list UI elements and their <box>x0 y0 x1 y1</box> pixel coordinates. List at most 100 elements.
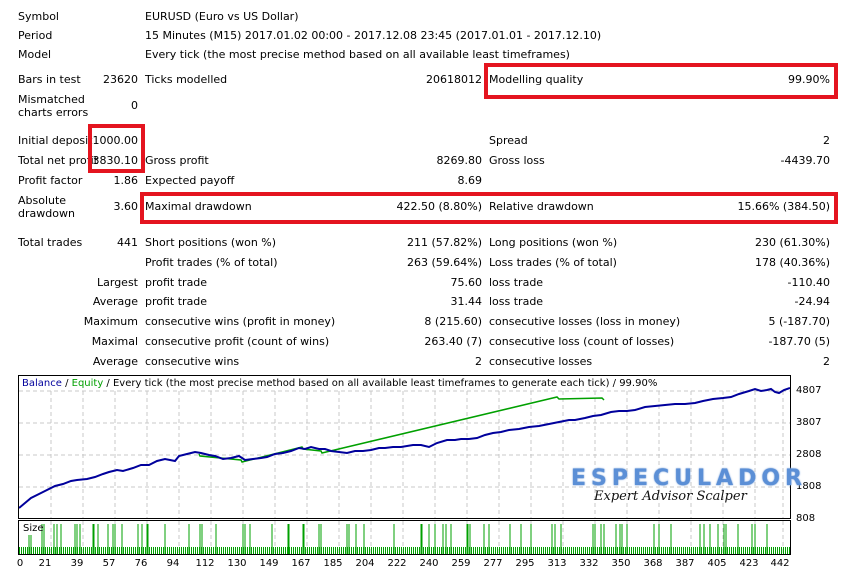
period-label: Period <box>18 29 53 42</box>
profit-factor-value: 1.86 <box>113 174 139 187</box>
spread-label: Spread <box>489 134 528 147</box>
absolute-drawdown-label-line2: drawdown <box>18 207 75 220</box>
largest-prefix: Largest <box>97 276 138 289</box>
initial-deposit-label: Initial deposit <box>18 134 93 147</box>
x-tick-label: 222 <box>387 558 407 569</box>
maximum-prefix: Maximum <box>83 315 138 328</box>
maximum-profit-value: 8 (215.60) <box>424 315 482 328</box>
x-tick-label: 332 <box>579 558 599 569</box>
maximal-profit-label: consecutive profit (count of wins) <box>145 335 330 348</box>
y-tick-label: 1808 <box>796 481 822 492</box>
y-tick-label: 3807 <box>796 417 822 428</box>
x-tick-label: 442 <box>770 558 790 569</box>
mismatched-label-line1: Mismatched <box>18 93 85 106</box>
maximal-prefix: Maximal <box>91 335 138 348</box>
symbol-label: Symbol <box>18 10 59 23</box>
average-consec-losses-label: consecutive losses <box>489 355 593 368</box>
total-trades-value: 441 <box>117 236 138 249</box>
logo-title: ESPECULADOR <box>571 466 807 491</box>
mismatched-value: 0 <box>131 99 138 112</box>
maximum-profit-label: consecutive wins (profit in money) <box>145 315 336 328</box>
x-tick-label: 240 <box>419 558 439 569</box>
loss-trades-value: 178 (40.36%) <box>754 256 830 269</box>
maximal-profit-value: 263.40 (7) <box>424 335 482 348</box>
profit-factor-label: Profit factor <box>18 174 83 187</box>
long-positions-label: Long positions (won %) <box>489 236 618 249</box>
average-consec-wins-value: 2 <box>475 355 482 368</box>
model-value: Every tick (the most precise method base… <box>145 48 570 61</box>
modelling-quality-label: Modelling quality <box>489 73 584 86</box>
relative-drawdown-label: Relative drawdown <box>489 200 594 213</box>
x-tick-label: 94 <box>166 558 180 569</box>
average-prefix: Average <box>92 295 138 308</box>
absolute-drawdown-label-line1: Absolute <box>18 194 67 207</box>
long-positions-value: 230 (61.30%) <box>754 236 830 249</box>
average-loss-value: -24.94 <box>794 295 830 308</box>
largest-profit-value: 75.60 <box>450 276 483 289</box>
short-positions-value: 211 (57.82%) <box>406 236 482 249</box>
x-tick-label: 185 <box>323 558 343 569</box>
expected-payoff-value: 8.69 <box>457 174 483 187</box>
x-tick-label: 39 <box>70 558 84 569</box>
average-profit-value: 31.44 <box>450 295 483 308</box>
model-label: Model <box>18 48 52 61</box>
symbol-value: EURUSD (Euro vs US Dollar) <box>145 10 299 23</box>
total-trades-label: Total trades <box>18 236 83 249</box>
average-loss-label: loss trade <box>489 295 544 308</box>
total-net-profit-value: 3830.10 <box>92 154 139 167</box>
y-tick-label: 4807 <box>796 385 822 396</box>
spread-value: 2 <box>823 134 830 147</box>
balance-chart: Balance / Equity / Every tick (the most … <box>18 375 791 519</box>
bars-in-test-value: 23620 <box>103 73 138 86</box>
largest-loss-label: loss trade <box>489 276 544 289</box>
size-chart: Size <box>18 520 791 555</box>
absolute-drawdown-value: 3.60 <box>113 200 139 213</box>
x-tick-label: 149 <box>259 558 279 569</box>
x-tick-label: 405 <box>707 558 727 569</box>
x-tick-label: 350 <box>611 558 631 569</box>
balance-line <box>19 387 790 509</box>
total-net-profit-label: Total net profit <box>18 154 98 167</box>
x-tick-label: 21 <box>38 558 52 569</box>
maximal-drawdown-value: 422.50 (8.80%) <box>396 200 482 213</box>
x-tick-label: 277 <box>483 558 503 569</box>
y-tick-label: 808 <box>796 513 816 524</box>
profit-trades-value: 263 (59.64%) <box>406 256 482 269</box>
x-tick-label: 0 <box>16 558 24 569</box>
size-base-bars <box>19 521 790 554</box>
size-label: Size <box>23 523 44 534</box>
largest-loss-value: -110.40 <box>787 276 830 289</box>
legend-separator: / <box>61 378 72 389</box>
maximal-drawdown-label: Maximal drawdown <box>145 200 252 213</box>
logo-subtitle: Expert Advisor Scalper <box>594 489 747 504</box>
largest-profit-label: profit trade <box>145 276 208 289</box>
x-tick-label: 259 <box>451 558 471 569</box>
ticks-modelled-value: 20618012 <box>426 73 482 86</box>
x-tick-label: 130 <box>227 558 247 569</box>
x-tick-label: 313 <box>547 558 567 569</box>
mismatched-label-line2: charts errors <box>18 106 89 119</box>
period-value: 15 Minutes (M15) 2017.01.02 00:00 - 2017… <box>145 29 602 42</box>
gross-profit-label: Gross profit <box>145 154 209 167</box>
maximum-loss-label: consecutive losses (loss in money) <box>489 315 681 328</box>
x-tick-label: 204 <box>355 558 375 569</box>
ticks-modelled-label: Ticks modelled <box>145 73 228 86</box>
average-profit-label: profit trade <box>145 295 208 308</box>
equity-line <box>198 396 605 463</box>
legend-equity: Equity <box>71 378 104 389</box>
initial-deposit-value: 1000.00 <box>92 134 139 147</box>
maximum-loss-value: 5 (-187.70) <box>768 315 830 328</box>
legend-description: / Every tick (the most precise method ba… <box>103 378 658 389</box>
size-tall-bars <box>28 524 768 554</box>
expected-payoff-label: Expected payoff <box>145 174 235 187</box>
x-tick-label: 57 <box>102 558 116 569</box>
short-positions-label: Short positions (won %) <box>145 236 277 249</box>
maximal-loss-value: -187.70 (5) <box>768 335 830 348</box>
x-tick-label: 112 <box>195 558 215 569</box>
x-tick-label: 423 <box>739 558 759 569</box>
bars-in-test-label: Bars in test <box>18 73 81 86</box>
maximal-loss-label: consecutive loss (count of losses) <box>489 335 675 348</box>
modelling-quality-value: 99.90% <box>788 73 830 86</box>
average-consec-wins-label: consecutive wins <box>145 355 240 368</box>
gross-profit-value: 8269.80 <box>436 154 483 167</box>
